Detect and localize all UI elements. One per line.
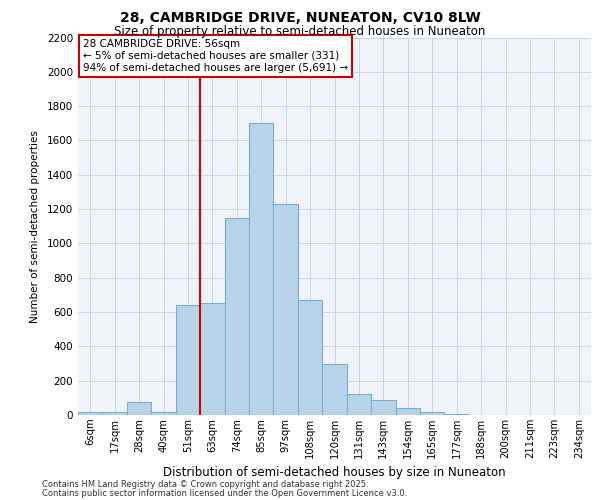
Bar [371,400,395,415]
Bar [103,412,127,415]
Bar [395,408,420,415]
Bar [151,412,176,415]
Bar [200,304,224,415]
X-axis label: Distribution of semi-detached houses by size in Nuneaton: Distribution of semi-detached houses by … [163,466,506,479]
Y-axis label: Number of semi-detached properties: Number of semi-detached properties [30,130,40,322]
Text: Contains HM Land Registry data © Crown copyright and database right 2025.: Contains HM Land Registry data © Crown c… [42,480,368,489]
Bar [249,124,274,415]
Bar [274,204,298,415]
Text: Contains public sector information licensed under the Open Government Licence v3: Contains public sector information licen… [42,488,407,498]
Bar [322,364,347,415]
Text: 28, CAMBRIDGE DRIVE, NUNEATON, CV10 8LW: 28, CAMBRIDGE DRIVE, NUNEATON, CV10 8LW [119,11,481,25]
Bar [224,218,249,415]
Bar [127,402,151,415]
Bar [176,305,200,415]
Text: Size of property relative to semi-detached houses in Nuneaton: Size of property relative to semi-detach… [115,25,485,38]
Bar [78,412,103,415]
Bar [347,394,371,415]
Text: 28 CAMBRIDGE DRIVE: 56sqm
← 5% of semi-detached houses are smaller (331)
94% of : 28 CAMBRIDGE DRIVE: 56sqm ← 5% of semi-d… [83,40,348,72]
Bar [420,412,445,415]
Bar [298,300,322,415]
Bar [445,414,469,415]
